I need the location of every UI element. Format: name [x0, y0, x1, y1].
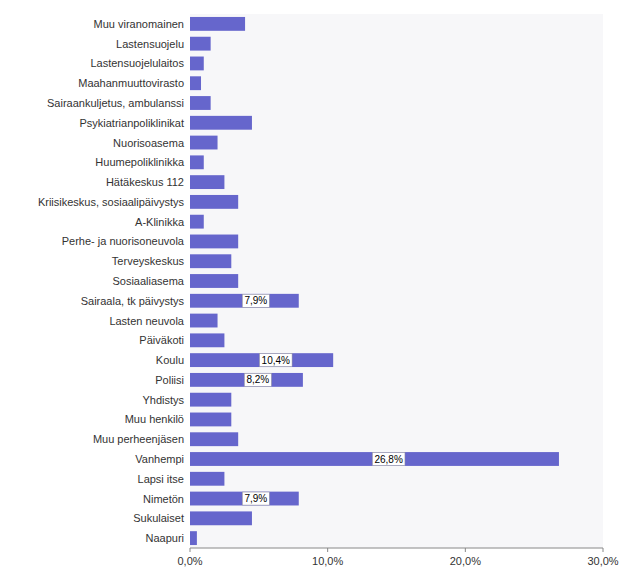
- x-tick-label: 30,0%: [587, 555, 618, 567]
- data-label: 10,4%: [262, 355, 290, 366]
- category-label: Terveyskeskus: [112, 255, 185, 267]
- x-tick-label: 20,0%: [450, 555, 481, 567]
- plot-area: [190, 14, 603, 548]
- x-tick-label: 0,0%: [177, 555, 202, 567]
- category-label: Maahanmuuttovirasto: [78, 77, 184, 89]
- data-label-box: [242, 294, 269, 307]
- data-label-group: 10,4%: [260, 354, 292, 367]
- bars: [190, 17, 559, 545]
- data-label: 7,9%: [244, 295, 267, 306]
- category-label: Muu viranomainen: [94, 18, 185, 30]
- bar: [190, 175, 224, 189]
- bar: [190, 472, 224, 486]
- category-label: Kriisikeskus, sosiaalipäivystys: [38, 196, 185, 208]
- bar: [190, 274, 238, 288]
- category-label: Huumepoliklinikka: [95, 156, 185, 168]
- bar: [190, 432, 238, 446]
- x-tick: [327, 548, 328, 552]
- category-label: Yhdistys: [142, 394, 184, 406]
- category-label: Sosiaaliasema: [112, 275, 184, 287]
- bar: [190, 333, 224, 347]
- bar: [190, 76, 201, 90]
- category-label: Muu henkilö: [125, 413, 184, 425]
- category-label: Päiväkoti: [139, 334, 184, 346]
- bar: [190, 235, 238, 249]
- category-label: Lapsi itse: [138, 473, 184, 485]
- bar: [190, 254, 231, 268]
- data-label: 7,9%: [244, 493, 267, 504]
- x-tick-label: 10,0%: [312, 555, 343, 567]
- bar: [190, 511, 252, 525]
- bar: [190, 531, 197, 545]
- data-label-group: 8,2%: [244, 373, 271, 386]
- bar: [190, 393, 231, 407]
- category-label: Nuorisoasema: [113, 137, 185, 149]
- category-label: Sukulaiset: [133, 512, 184, 524]
- data-label-group: 26,8%: [372, 453, 404, 466]
- bar: [190, 492, 299, 506]
- data-label-box: [260, 354, 292, 367]
- bar: [190, 37, 211, 51]
- bar: [190, 136, 218, 150]
- x-tick: [465, 548, 466, 552]
- category-label: Sairaala, tk päivystys: [81, 295, 185, 307]
- bar: [190, 294, 299, 308]
- data-label-box: [242, 492, 269, 505]
- category-label: Poliisi: [155, 374, 184, 386]
- bar: [190, 215, 204, 229]
- bar: [190, 155, 204, 169]
- bar: [190, 353, 333, 367]
- data-label-group: 7,9%: [242, 492, 269, 505]
- category-label: Lasten neuvola: [109, 315, 184, 327]
- bar: [190, 17, 245, 31]
- x-axis-line: [190, 548, 603, 549]
- bar: [190, 116, 252, 130]
- category-label: Nimetön: [143, 493, 184, 505]
- bar: [190, 373, 303, 387]
- category-label: Vanhempi: [135, 453, 184, 465]
- data-labels: 7,9% 26,8% 8,2% 10,4% 7,9%: [242, 294, 405, 505]
- data-label: 26,8%: [374, 454, 402, 465]
- category-label: Perhe- ja nuorisoneuvola: [62, 235, 185, 247]
- bar: [190, 57, 204, 71]
- category-label: Sairaankuljetus, ambulanssi: [47, 97, 184, 109]
- x-tick: [603, 548, 604, 552]
- chart: Naapuri Sukulaiset Nimetön Lapsi itse Vanhem…: [0, 0, 627, 586]
- data-label: 8,2%: [246, 374, 269, 385]
- category-label: Koulu: [156, 354, 184, 366]
- bar: [190, 452, 559, 466]
- data-label-group: 7,9%: [242, 294, 269, 307]
- category-label: Lastensuojelulaitos: [90, 57, 184, 69]
- category-label: Naapuri: [145, 532, 184, 544]
- x-tick: [190, 548, 191, 552]
- category-label: Muu perheenjäsen: [93, 433, 184, 445]
- category-label: Hätäkeskus 112: [106, 176, 184, 188]
- data-label-box: [372, 453, 404, 466]
- bar: [190, 195, 238, 209]
- bar: [190, 96, 211, 110]
- bar: [190, 413, 231, 427]
- data-label-box: [244, 373, 271, 386]
- category-label: Psykiatrianpoliklinikat: [79, 117, 184, 129]
- bar: [190, 314, 218, 328]
- category-label: Lastensuojelu: [116, 38, 184, 50]
- category-label: A-Klinikka: [135, 216, 185, 228]
